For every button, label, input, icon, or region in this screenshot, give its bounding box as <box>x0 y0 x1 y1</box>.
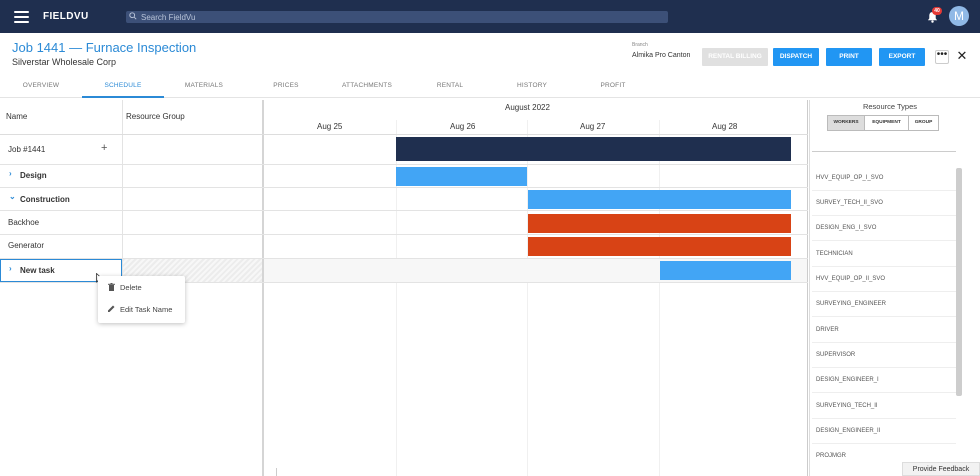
export-button[interactable]: EXPORT <box>879 48 925 66</box>
more-options-icon[interactable]: ••• <box>935 50 949 64</box>
row-label-construction[interactable]: Construction <box>20 195 70 204</box>
branch-value[interactable]: Almika Pro Canton <box>632 52 691 59</box>
brand-logo: FIELDVU <box>43 11 89 22</box>
row-label-design[interactable]: Design <box>20 171 47 180</box>
tab-profit[interactable]: PROFIT <box>600 82 626 89</box>
tab-overview[interactable]: OVERVIEW <box>22 82 60 89</box>
tab-prices[interactable]: PRICES <box>273 82 299 89</box>
gantt-bar-new-task[interactable] <box>660 261 791 280</box>
segment-workers[interactable]: WORKERS <box>827 115 865 131</box>
resource-type-item[interactable]: DESIGN_ENG_I_SVO <box>816 225 877 231</box>
chevron-right-icon[interactable]: › <box>9 264 12 273</box>
tab-attachments[interactable]: ATTACHMENTS <box>342 82 392 89</box>
trash-icon <box>108 283 115 291</box>
gantt-bar-job[interactable] <box>396 137 791 161</box>
segment-group[interactable]: GROUP <box>909 115 939 131</box>
column-header-name[interactable]: Name <box>6 112 28 121</box>
resource-type-item[interactable]: SURVEY_TECH_II_SVO <box>816 200 883 206</box>
tab-history[interactable]: HISTORY <box>516 82 548 89</box>
context-menu: Delete Edit Task Name <box>98 276 185 323</box>
pencil-icon <box>108 305 115 312</box>
resource-type-item[interactable]: DESIGN_ENGINEER_I <box>816 377 879 383</box>
user-avatar[interactable]: M <box>949 6 969 26</box>
row-label-generator[interactable]: Generator <box>8 241 45 250</box>
row-label-job[interactable]: Job #1441 <box>8 145 46 154</box>
tab-bar: OVERVIEW SCHEDULE MATERIALS PRICES ATTAC… <box>0 74 980 98</box>
gantt-bar-backhoe[interactable] <box>528 214 791 233</box>
gantt-bar-design[interactable] <box>396 167 527 186</box>
search-bar[interactable] <box>126 11 668 23</box>
provide-feedback-button[interactable]: Provide Feedback <box>902 462 980 476</box>
print-button[interactable]: PRINT <box>826 48 872 66</box>
chevron-right-icon[interactable]: › <box>9 169 12 178</box>
dispatch-button[interactable]: DISPATCH <box>773 48 819 66</box>
month-label: August 2022 <box>505 103 550 112</box>
top-navigation-bar: FIELDVU 40 M <box>0 0 980 33</box>
resource-type-item[interactable]: DESIGN_ENGINEER_II <box>816 428 881 434</box>
delete-menu-item[interactable]: Delete <box>120 283 142 292</box>
search-icon <box>129 12 137 20</box>
tab-rental[interactable]: RENTAL <box>436 82 464 89</box>
day-label: Aug 26 <box>450 122 476 131</box>
scroll-tick <box>276 468 277 476</box>
day-label: Aug 27 <box>580 122 606 131</box>
search-input[interactable] <box>141 11 641 23</box>
resource-type-item[interactable]: PROJMGR <box>816 453 846 459</box>
resource-type-item[interactable]: TECHNICIAN <box>816 251 853 257</box>
segment-equipment[interactable]: EQUIPMENT <box>865 115 909 131</box>
new-task-row-selected[interactable] <box>0 259 122 282</box>
resource-types-title: Resource Types <box>862 102 918 111</box>
gantt-bar-construction[interactable] <box>528 190 791 209</box>
edit-task-name-menu-item[interactable]: Edit Task Name <box>120 305 173 314</box>
add-task-icon[interactable]: + <box>101 142 108 154</box>
gantt-grid: Name Resource Group August 2022 Aug 25 A… <box>0 100 808 476</box>
rental-billing-button[interactable]: RENTAL BILLING <box>702 48 768 66</box>
close-icon[interactable]: ✕ <box>956 48 968 63</box>
resource-type-item[interactable]: SURVEYING_ENGINEER <box>816 301 886 307</box>
day-label: Aug 28 <box>712 122 738 131</box>
resource-list-scrollbar[interactable] <box>956 168 962 396</box>
resource-type-item[interactable]: HVV_EQUIP_OP_II_SVO <box>816 276 886 282</box>
tab-schedule[interactable]: SCHEDULE <box>82 74 164 98</box>
resource-types-panel: Resource Types WORKERS EQUIPMENT GROUP H… <box>809 100 980 476</box>
hamburger-menu-icon[interactable] <box>14 11 29 23</box>
customer-name: Silverstar Wholesale Corp <box>12 57 117 67</box>
notification-badge: 40 <box>932 7 942 15</box>
chevron-down-icon[interactable]: ⌄ <box>9 192 16 201</box>
resource-type-item[interactable]: SURVEYING_TECH_II <box>816 403 878 409</box>
day-label: Aug 25 <box>317 122 343 131</box>
gantt-bar-generator[interactable] <box>528 237 791 256</box>
job-title: Job 1441 — Furnace Inspection <box>12 40 197 55</box>
row-label-backhoe[interactable]: Backhoe <box>8 218 40 227</box>
resource-type-item[interactable]: SUPERVISOR <box>816 352 856 358</box>
resource-type-item[interactable]: DRIVER <box>816 327 839 333</box>
row-label-new-task[interactable]: New task <box>20 266 55 275</box>
tab-materials[interactable]: MATERIALS <box>184 82 224 89</box>
column-header-resource-group[interactable]: Resource Group <box>126 112 185 121</box>
resource-type-item[interactable]: HVV_EQUIP_OP_I_SVO <box>816 175 884 181</box>
branch-label: Branch <box>632 42 648 48</box>
